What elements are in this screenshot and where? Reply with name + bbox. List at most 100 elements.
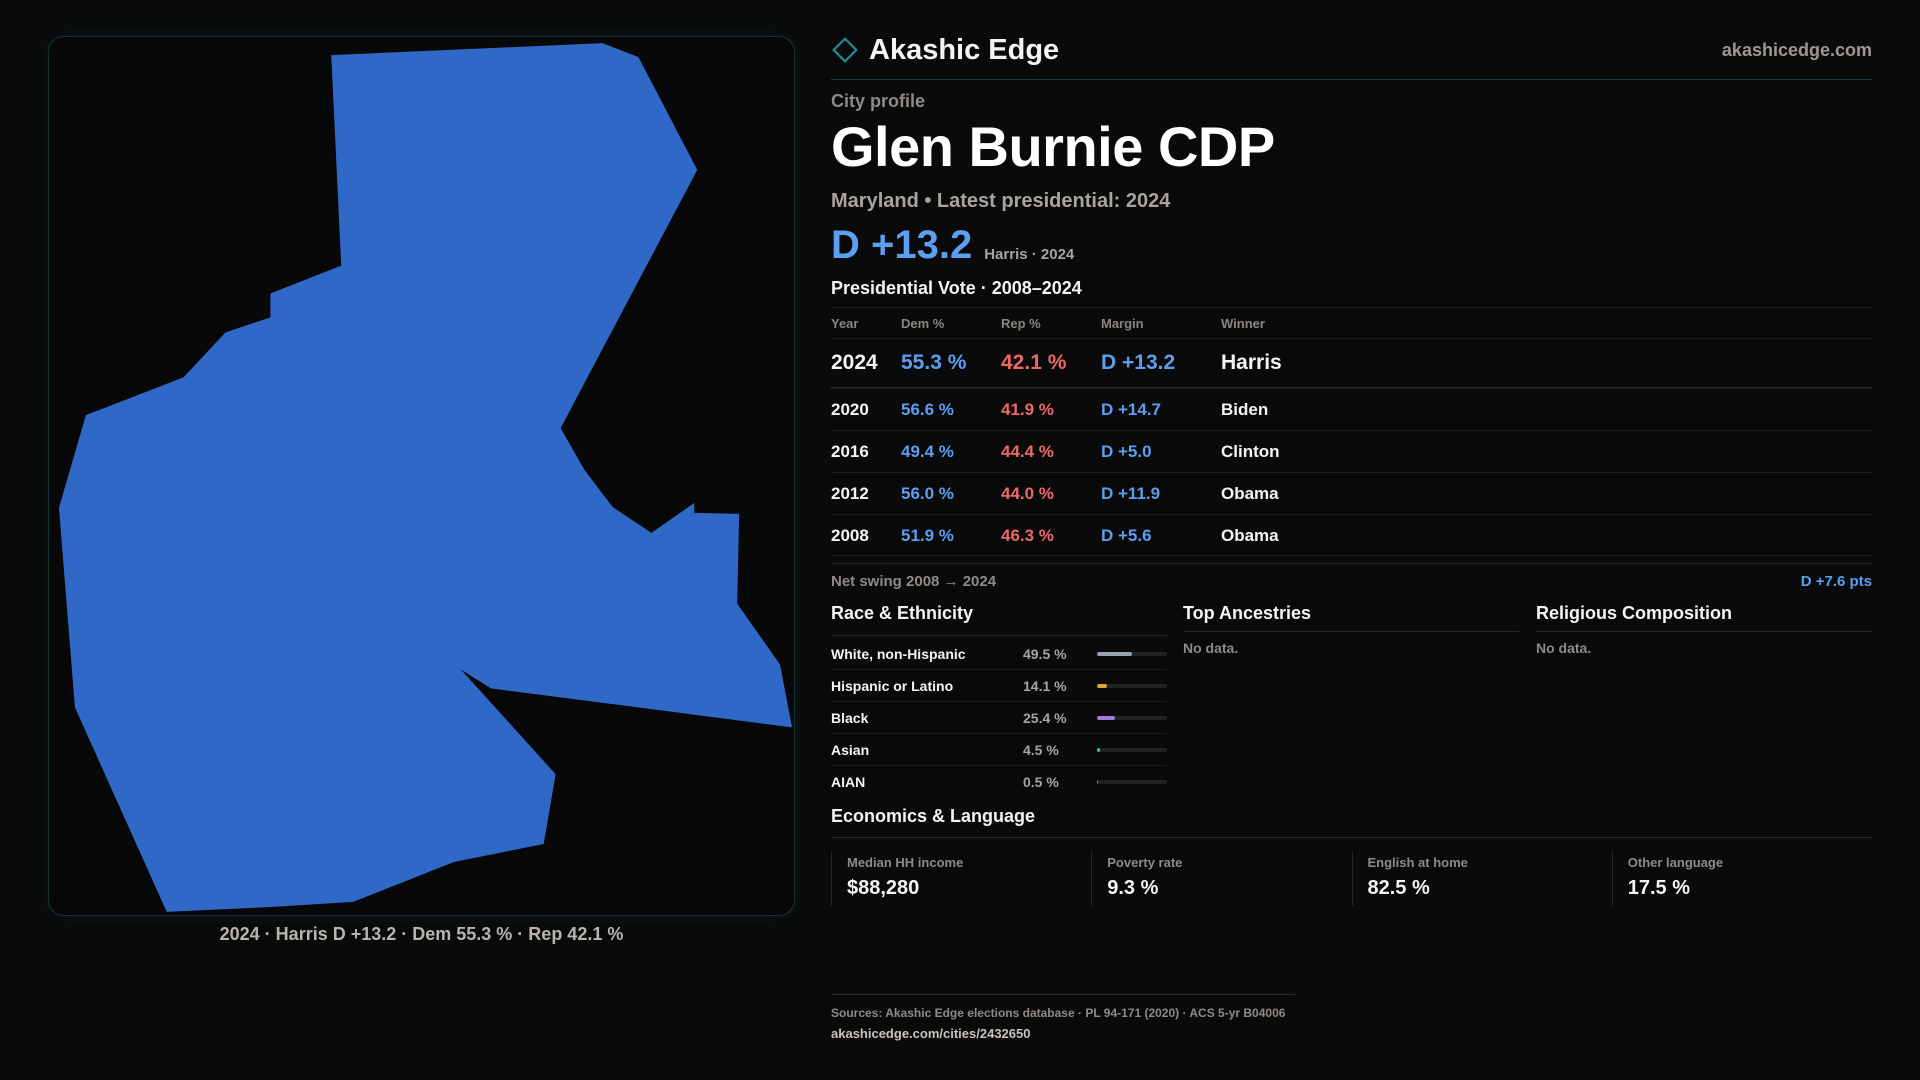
city-boundary-shape[interactable] [58, 43, 793, 912]
econ-card-other-language: Other language 17.5 % [1611, 852, 1872, 906]
cell-year: 2008 [831, 526, 869, 545]
cell-margin: D +11.9 [1101, 484, 1161, 503]
cell-rep: 46.3 % [1001, 526, 1054, 545]
cell-dem: 56.6 % [901, 400, 954, 419]
race-name: Asian [831, 742, 870, 758]
ancestries-divider [1183, 631, 1519, 632]
religion-title: Religious Composition [1536, 603, 1732, 623]
economics-cards: Median HH income $88,280 Poverty rate 9.… [831, 852, 1872, 906]
profile-panel: Akashic Edge akashicedge.com City profil… [831, 0, 1872, 1080]
cell-margin: D +5.0 [1101, 442, 1152, 461]
econ-label: English at home [1367, 855, 1468, 870]
race-name: AIAN [831, 774, 866, 790]
race-share-bar [1097, 780, 1167, 784]
cell-winner: Harris [1221, 351, 1282, 374]
cell-winner: Obama [1221, 526, 1279, 545]
econ-value: $88,280 [847, 877, 920, 899]
ancestries-empty: No data. [1183, 640, 1239, 656]
econ-card-poverty: Poverty rate 9.3 % [1091, 852, 1351, 906]
footer-divider [831, 994, 1295, 995]
religion-divider [1536, 631, 1872, 632]
cell-margin: D +5.6 [1101, 526, 1152, 545]
table-row[interactable]: 2012 56.0 % 44.0 % D +11.9 Obama [831, 472, 1872, 514]
race-pct: 25.4 % [1023, 710, 1067, 726]
race-pct: 0.5 % [1023, 774, 1059, 790]
cell-dem: 55.3 % [901, 351, 967, 374]
econ-card-income: Median HH income $88,280 [831, 852, 1091, 906]
cell-rep: 44.4 % [1001, 442, 1054, 461]
race-share-bar [1097, 748, 1167, 752]
race-name: White, non-Hispanic [831, 646, 966, 662]
race-ethnicity-section: Race & Ethnicity White, non-Hispanic 49.… [831, 601, 1167, 798]
race-share-bar [1097, 684, 1167, 688]
page-title: Glen Burnie CDP [831, 115, 1275, 178]
map-caption: 2024 · Harris D +13.2 · Dem 55.3 % · Rep… [219, 924, 624, 944]
race-row: Asian 4.5 % [831, 734, 1167, 766]
race-row: Hispanic or Latino 14.1 % [831, 670, 1167, 702]
race-name: Hispanic or Latino [831, 678, 954, 694]
table-row[interactable]: 2008 51.9 % 46.3 % D +5.6 Obama [831, 514, 1872, 556]
net-swing-value: D +7.6 pts [1800, 573, 1872, 590]
header-divider [831, 79, 1872, 80]
economics-title: Economics & Language [831, 806, 1036, 826]
race-name: Black [831, 710, 869, 726]
city-boundary-map[interactable] [49, 37, 794, 915]
race-row: AIAN 0.5 % [831, 766, 1167, 798]
cell-year: 2020 [831, 400, 869, 419]
page-subtitle: Maryland • Latest presidential: 2024 [831, 190, 1171, 212]
race-row: White, non-Hispanic 49.5 % [831, 638, 1167, 670]
footer-url-link[interactable]: akashicedge.com/cities/2432650 [831, 1026, 1031, 1041]
cell-dem: 49.4 % [901, 442, 954, 461]
net-swing-label: Net swing 2008 → 2024 [831, 573, 997, 590]
col-header-year: Year [831, 316, 859, 331]
cell-year: 2016 [831, 442, 869, 461]
headline-note: Harris · 2024 [984, 246, 1075, 263]
econ-value: 82.5 % [1367, 877, 1430, 899]
race-share-fill [1097, 780, 1098, 784]
brand-name: Akashic Edge [869, 33, 1060, 66]
race-share-fill [1097, 652, 1132, 656]
headline-result: D +13.2 Harris · 2024 [831, 222, 1074, 268]
map-panel[interactable] [48, 36, 795, 916]
cell-margin: D +14.7 [1101, 400, 1162, 419]
econ-value: 9.3 % [1107, 877, 1159, 899]
vote-section-title: Presidential Vote · 2008–2024 [831, 278, 1082, 298]
cell-margin: D +13.2 [1101, 351, 1176, 374]
diamond-outline-icon [832, 37, 858, 63]
cell-rep: 41.9 % [1001, 400, 1054, 419]
race-share-bar [1097, 652, 1167, 656]
economics-divider [831, 837, 1872, 838]
col-header-rep: Rep % [1001, 316, 1041, 331]
race-list: White, non-Hispanic 49.5 % Hispanic or L… [831, 638, 1167, 798]
race-share-fill [1097, 748, 1101, 752]
table-row[interactable]: 2016 49.4 % 44.4 % D +5.0 Clinton [831, 430, 1872, 472]
swing-divider [831, 563, 1872, 564]
table-row[interactable]: 2024 55.3 % 42.1 % D +13.2 Harris [831, 338, 1872, 388]
econ-label: Other language [1627, 855, 1724, 870]
brand[interactable]: Akashic Edge [831, 32, 1059, 68]
table-row[interactable]: 2020 56.6 % 41.9 % D +14.7 Biden [831, 388, 1872, 430]
headline-margin: D +13.2 [831, 223, 973, 267]
vote-table-header: Year Dem % Rep % Margin Winner [831, 307, 1872, 338]
race-share-bar [1097, 716, 1167, 720]
race-pct: 14.1 % [1023, 678, 1067, 694]
cell-rep: 44.0 % [1001, 484, 1054, 503]
brand-url-link[interactable]: akashicedge.com [1721, 40, 1872, 60]
religion-section: Religious Composition No data. [1536, 601, 1872, 656]
col-header-dem: Dem % [901, 316, 945, 331]
cell-dem: 56.0 % [901, 484, 954, 503]
race-divider [831, 635, 1167, 636]
page-kicker: City profile [831, 91, 926, 111]
cell-winner: Biden [1221, 400, 1269, 419]
religion-empty: No data. [1536, 640, 1592, 656]
race-ethnicity-title: Race & Ethnicity [831, 603, 974, 623]
col-header-margin: Margin [1101, 316, 1144, 331]
ancestries-section: Top Ancestries No data. [1183, 601, 1519, 656]
cell-winner: Clinton [1221, 442, 1280, 461]
cell-rep: 42.1 % [1001, 351, 1067, 374]
col-header-winner: Winner [1221, 316, 1265, 331]
cell-year: 2012 [831, 484, 869, 503]
econ-label: Poverty rate [1107, 855, 1183, 870]
race-share-fill [1097, 716, 1115, 720]
race-pct: 49.5 % [1023, 646, 1067, 662]
